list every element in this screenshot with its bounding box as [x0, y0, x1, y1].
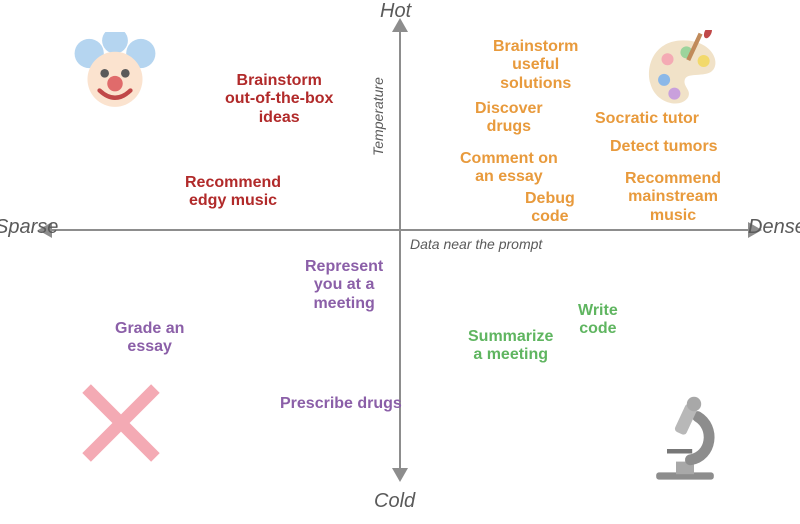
palette-icon — [640, 30, 726, 116]
task-debug-code: Debug code — [525, 190, 575, 227]
task-write-code: Write code — [578, 302, 618, 339]
task-recommend-edgy: Recommend edgy music — [185, 174, 281, 211]
clown-icon — [72, 32, 158, 118]
task-comment-essay: Comment on an essay — [460, 150, 558, 187]
x-axis-label: Data near the prompt — [410, 236, 542, 252]
task-detect-tumors: Detect tumors — [610, 138, 718, 156]
task-recommend-main: Recommend mainstream music — [625, 170, 721, 225]
y-axis-label: Temperature — [370, 77, 386, 156]
y-arrow-down — [392, 468, 408, 482]
task-discover-drugs: Discover drugs — [475, 100, 543, 137]
axis-top-label: Hot — [380, 0, 411, 23]
task-summarize-meeting: Summarize a meeting — [468, 328, 553, 365]
axis-left-label: Sparse — [0, 216, 55, 239]
cross-icon — [78, 380, 164, 466]
task-represent-meeting: Represent you at a meeting — [305, 258, 383, 313]
task-prescribe-drugs: Prescribe drugs — [280, 395, 402, 413]
axis-right-label: Dense — [748, 216, 800, 239]
task-grade-essay: Grade an essay — [115, 320, 184, 357]
task-brainstorm-oob: Brainstorm out-of-the-box ideas — [225, 72, 333, 127]
quadrant-chart: Hot Cold Sparse Dense Data near the prom… — [0, 0, 800, 524]
task-brainstorm-useful: Brainstorm useful solutions — [493, 38, 578, 93]
microscope-icon — [640, 395, 730, 485]
axis-bottom-label: Cold — [374, 490, 415, 513]
